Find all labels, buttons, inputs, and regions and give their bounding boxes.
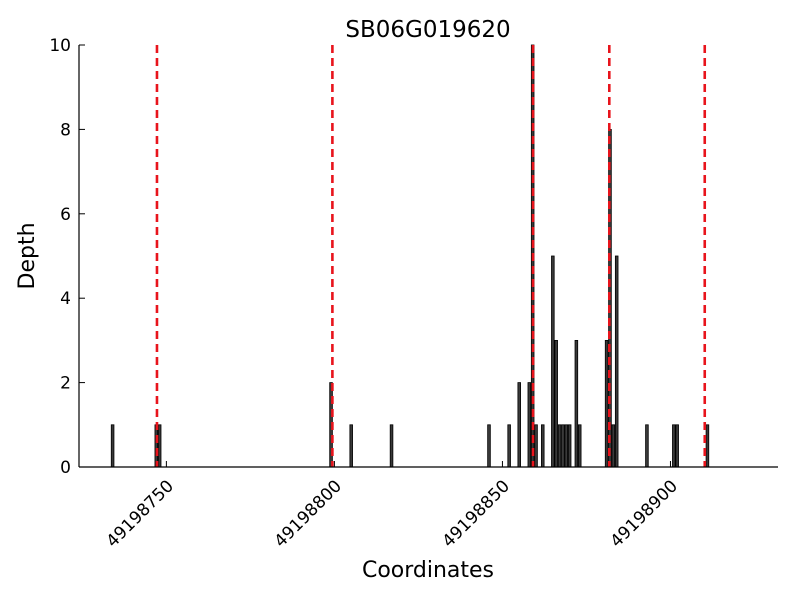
x-tick-label: 49198900 (607, 476, 682, 551)
bars-layer (110, 44, 710, 468)
y-tick-label: 4 (60, 289, 71, 309)
x-tick-label: 49198800 (271, 476, 346, 551)
reference-lines-layer (155, 45, 707, 467)
chart-title: SB06G019620 (345, 17, 510, 43)
depth-bar (487, 424, 491, 468)
depth-bar (534, 424, 538, 468)
depth-bar (564, 424, 569, 468)
depth-bar (561, 424, 565, 468)
depth-bar (527, 382, 532, 468)
y-tick-label: 6 (60, 205, 71, 225)
depth-bar (611, 424, 616, 468)
depth-bar (554, 339, 558, 468)
depth-bar (567, 424, 572, 468)
depth-bar (577, 424, 582, 468)
x-tick-label: 49198750 (103, 476, 178, 551)
depth-bar (705, 424, 710, 468)
y-tick-label: 10 (49, 36, 71, 56)
depth-bar (574, 339, 579, 468)
y-axis-ticks: 0 2 4 6 8 10 (49, 36, 85, 478)
y-tick-label: 8 (60, 120, 71, 140)
depth-bar (389, 424, 394, 468)
depth-bar (349, 424, 353, 468)
depth-bar (604, 339, 609, 468)
depth-bar (517, 382, 521, 468)
depth-bar (672, 424, 676, 468)
depth-bar (110, 424, 115, 468)
depth-bar (541, 424, 545, 468)
depth-bar (551, 255, 555, 468)
y-tick-label: 0 (60, 458, 71, 478)
x-axis-ticks: 49198750 49198800 49198850 49198900 (103, 461, 682, 552)
depth-bar (645, 424, 649, 468)
depth-bar (154, 424, 159, 468)
depth-bar (614, 255, 619, 468)
depth-bar (507, 424, 511, 468)
depth-bar (157, 424, 162, 468)
x-axis-title: Coordinates (362, 558, 494, 583)
y-tick-label: 2 (60, 374, 71, 394)
y-axis-title: Depth (15, 222, 40, 289)
depth-bar (557, 424, 562, 468)
depth-bar (675, 424, 679, 468)
x-tick-label: 49198850 (439, 476, 514, 551)
